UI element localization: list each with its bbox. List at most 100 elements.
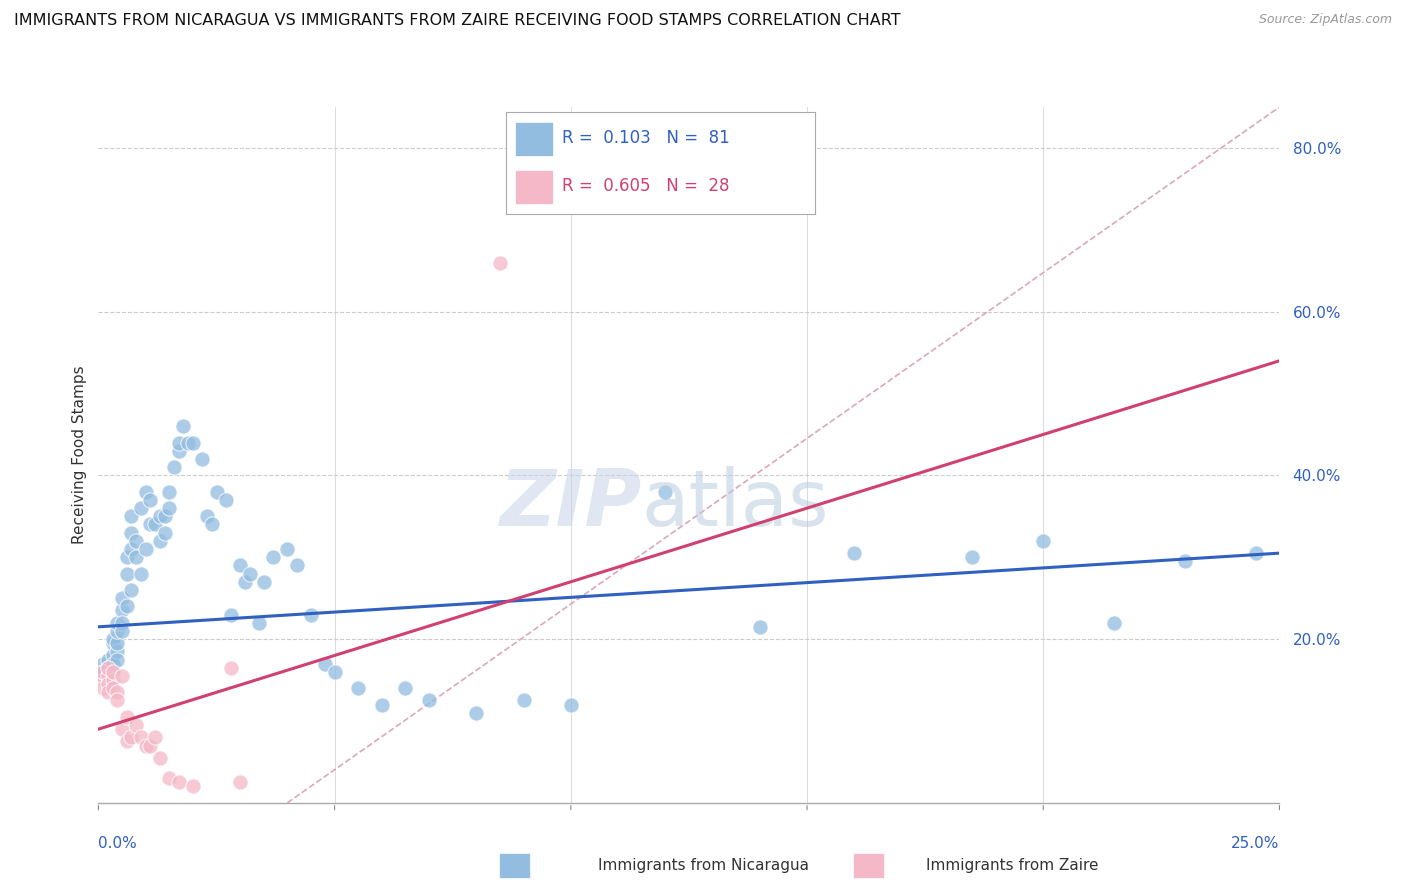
Point [465,706,488,720]
Point [97,669,120,683]
Point [101,681,124,696]
Point [97,661,120,675]
Point [115,599,138,614]
Point [115,710,138,724]
Point [229,558,252,573]
Text: Source: ZipAtlas.com: Source: ZipAtlas.com [1258,13,1392,27]
Point [418,693,440,707]
Point [299,607,322,622]
Point [844,546,866,560]
Point [121,582,143,597]
Point [125,550,148,565]
Point [105,615,128,630]
Point [125,533,148,548]
Point [167,775,190,789]
Point [91,669,114,683]
Point [101,673,124,687]
Point [135,542,157,557]
Point [105,644,128,658]
Point [143,517,166,532]
Text: R =  0.605   N =  28: R = 0.605 N = 28 [562,178,730,195]
Point [111,669,134,683]
Point [97,673,120,687]
Bar [516,170,553,204]
Point [215,492,238,507]
Point [201,517,224,532]
Point [125,718,148,732]
Point [191,452,214,467]
Point [371,698,394,712]
Text: R =  0.103   N =  81: R = 0.103 N = 81 [562,129,730,147]
Point [105,685,128,699]
Point [181,435,204,450]
Point [654,484,676,499]
Point [111,603,134,617]
Point [115,566,138,581]
Point [149,509,172,524]
Point [91,681,114,696]
Point [97,669,120,683]
Point [101,657,124,671]
Point [489,255,512,269]
Point [1244,546,1267,560]
Point [105,636,128,650]
Point [276,542,298,557]
Point [101,632,124,646]
Point [1032,533,1054,548]
Text: 0.0%: 0.0% [98,836,138,851]
Point [229,775,252,789]
Point [512,693,534,707]
Point [101,665,124,679]
Point [139,739,162,753]
Point [149,751,172,765]
Point [129,501,152,516]
Point [139,517,162,532]
Point [97,652,120,666]
Point [121,525,143,540]
Point [167,435,190,450]
Point [135,484,157,499]
Point [314,657,336,671]
Point [167,443,190,458]
Point [233,574,256,589]
Point [285,558,308,573]
Point [129,731,152,745]
Point [247,615,270,630]
Bar [516,122,553,155]
Point [101,636,124,650]
Text: ZIP: ZIP [499,466,641,541]
Text: Immigrants from Nicaragua: Immigrants from Nicaragua [598,858,808,872]
Point [121,731,143,745]
Point [153,525,176,540]
Point [105,624,128,638]
Point [91,665,114,679]
Point [157,484,180,499]
Point [394,681,416,696]
Text: atlas: atlas [641,466,830,541]
Text: IMMIGRANTS FROM NICARAGUA VS IMMIGRANTS FROM ZAIRE RECEIVING FOOD STAMPS CORRELA: IMMIGRANTS FROM NICARAGUA VS IMMIGRANTS … [14,13,901,29]
Point [163,460,186,475]
Point [101,648,124,663]
Point [101,665,124,679]
Point [91,673,114,687]
Point [239,566,262,581]
Y-axis label: Receiving Food Stamps: Receiving Food Stamps [72,366,87,544]
Point [91,665,114,679]
Point [205,484,228,499]
Point [157,771,180,785]
Point [177,435,200,450]
Point [1174,554,1197,568]
Point [262,550,284,565]
Point [323,665,346,679]
Point [172,419,194,434]
Point [121,542,143,557]
Point [121,509,143,524]
Point [157,501,180,516]
Point [149,533,172,548]
Point [115,734,138,748]
Point [111,722,134,736]
Point [347,681,370,696]
Point [181,780,204,794]
Point [1102,615,1125,630]
Point [111,624,134,638]
